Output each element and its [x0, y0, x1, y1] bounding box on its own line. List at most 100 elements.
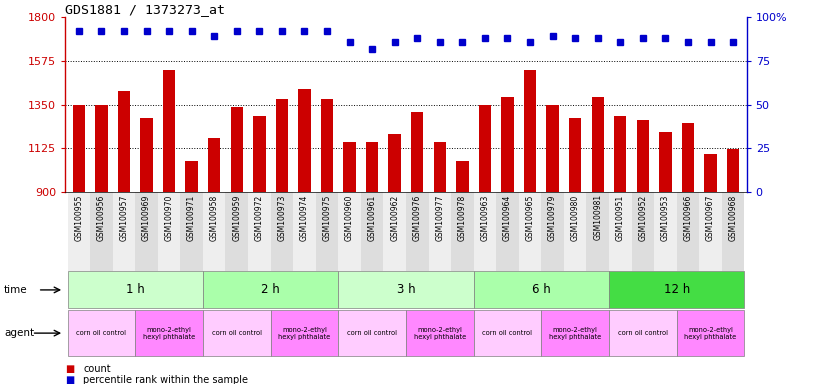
- Text: 3 h: 3 h: [397, 283, 415, 296]
- Bar: [225, 192, 248, 271]
- Text: mono-2-ethyl
hexyl phthalate: mono-2-ethyl hexyl phthalate: [549, 327, 601, 339]
- Bar: [163, 70, 175, 192]
- Bar: [704, 154, 716, 192]
- Text: count: count: [83, 364, 111, 374]
- Bar: [203, 271, 339, 308]
- Bar: [73, 104, 85, 192]
- Text: 2 h: 2 h: [261, 283, 280, 296]
- Text: mono-2-ethyl
hexyl phthalate: mono-2-ethyl hexyl phthalate: [685, 327, 737, 339]
- Bar: [636, 120, 649, 192]
- Bar: [185, 161, 197, 192]
- Text: GSM100971: GSM100971: [187, 194, 196, 241]
- Bar: [473, 271, 609, 308]
- Bar: [587, 192, 609, 271]
- Bar: [271, 310, 339, 356]
- Text: corn oil control: corn oil control: [347, 330, 397, 336]
- Bar: [366, 142, 379, 192]
- Bar: [406, 310, 473, 356]
- Text: GSM100959: GSM100959: [233, 194, 242, 241]
- Text: GSM100964: GSM100964: [503, 194, 512, 241]
- Bar: [524, 70, 536, 192]
- Text: GSM100972: GSM100972: [255, 194, 264, 241]
- Bar: [676, 192, 699, 271]
- Text: GSM100966: GSM100966: [684, 194, 693, 241]
- Text: GSM100970: GSM100970: [165, 194, 174, 241]
- Text: GSM100965: GSM100965: [526, 194, 534, 241]
- Bar: [68, 192, 90, 271]
- Bar: [339, 310, 406, 356]
- Text: GSM100979: GSM100979: [548, 194, 557, 241]
- Bar: [298, 89, 311, 192]
- Text: GSM100953: GSM100953: [661, 194, 670, 241]
- Text: corn oil control: corn oil control: [618, 330, 667, 336]
- Bar: [388, 134, 401, 192]
- Bar: [248, 192, 271, 271]
- Bar: [473, 310, 541, 356]
- Bar: [90, 192, 113, 271]
- Text: GSM100974: GSM100974: [300, 194, 309, 241]
- Text: mono-2-ethyl
hexyl phthalate: mono-2-ethyl hexyl phthalate: [414, 327, 466, 339]
- Bar: [519, 192, 541, 271]
- Bar: [479, 104, 491, 192]
- Bar: [271, 192, 293, 271]
- Bar: [231, 107, 243, 192]
- Bar: [632, 192, 654, 271]
- Bar: [253, 116, 265, 192]
- Bar: [135, 192, 157, 271]
- Bar: [339, 271, 473, 308]
- Text: GSM100981: GSM100981: [593, 194, 602, 240]
- Text: agent: agent: [4, 328, 34, 338]
- Text: GSM100957: GSM100957: [119, 194, 128, 241]
- Bar: [659, 132, 672, 192]
- Text: mono-2-ethyl
hexyl phthalate: mono-2-ethyl hexyl phthalate: [278, 327, 330, 339]
- Text: GDS1881 / 1373273_at: GDS1881 / 1373273_at: [65, 3, 225, 16]
- Bar: [451, 192, 473, 271]
- Text: percentile rank within the sample: percentile rank within the sample: [83, 375, 248, 384]
- Text: corn oil control: corn oil control: [482, 330, 533, 336]
- Text: mono-2-ethyl
hexyl phthalate: mono-2-ethyl hexyl phthalate: [143, 327, 195, 339]
- Text: GSM100958: GSM100958: [210, 194, 219, 241]
- Bar: [727, 149, 739, 192]
- Bar: [276, 99, 288, 192]
- Bar: [722, 192, 744, 271]
- Bar: [614, 116, 627, 192]
- Bar: [203, 310, 271, 356]
- Bar: [676, 310, 744, 356]
- Bar: [411, 113, 424, 192]
- Bar: [95, 104, 108, 192]
- Bar: [564, 192, 587, 271]
- Bar: [592, 97, 604, 192]
- Text: GSM100951: GSM100951: [616, 194, 625, 241]
- Bar: [473, 192, 496, 271]
- Text: time: time: [4, 285, 28, 295]
- Bar: [541, 310, 609, 356]
- Bar: [609, 310, 676, 356]
- Bar: [208, 137, 220, 192]
- Bar: [699, 192, 722, 271]
- Text: ■: ■: [65, 375, 74, 384]
- Bar: [609, 192, 632, 271]
- Text: 12 h: 12 h: [663, 283, 690, 296]
- Text: GSM100969: GSM100969: [142, 194, 151, 241]
- Text: corn oil control: corn oil control: [77, 330, 126, 336]
- Bar: [496, 192, 519, 271]
- Text: GSM100960: GSM100960: [345, 194, 354, 241]
- Bar: [68, 271, 203, 308]
- Bar: [140, 118, 153, 192]
- Text: corn oil control: corn oil control: [211, 330, 262, 336]
- Text: GSM100968: GSM100968: [729, 194, 738, 241]
- Bar: [433, 142, 446, 192]
- Bar: [68, 310, 135, 356]
- Bar: [113, 192, 135, 271]
- Bar: [456, 161, 468, 192]
- Bar: [316, 192, 339, 271]
- Bar: [135, 310, 203, 356]
- Bar: [406, 192, 428, 271]
- Bar: [682, 123, 694, 192]
- Text: GSM100980: GSM100980: [570, 194, 579, 241]
- Text: GSM100952: GSM100952: [638, 194, 647, 241]
- Text: GSM100955: GSM100955: [74, 194, 83, 241]
- Bar: [428, 192, 451, 271]
- Text: GSM100976: GSM100976: [413, 194, 422, 241]
- Bar: [541, 192, 564, 271]
